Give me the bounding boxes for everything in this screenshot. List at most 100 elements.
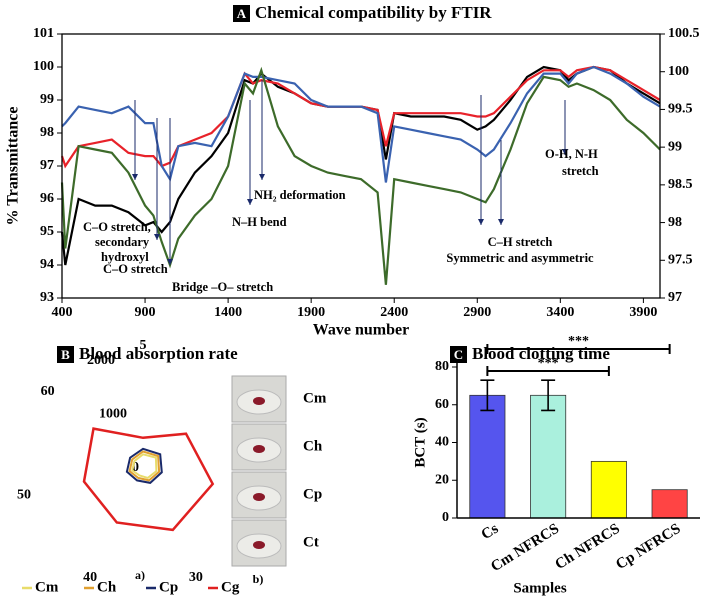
x-tick-label: 2400 xyxy=(380,305,408,320)
annotation: NH₂ deformation xyxy=(254,188,346,202)
x-tick-label: 900 xyxy=(135,305,156,320)
badge-label: B xyxy=(61,347,70,362)
y-axis-label: BCT (s) xyxy=(412,417,428,467)
arrow-head xyxy=(478,219,484,225)
y-tick-label: 97 xyxy=(40,158,54,173)
legend-label: Cm xyxy=(35,579,59,595)
annotation: C–O stretch, xyxy=(83,220,151,234)
y2-tick-label: 98 xyxy=(668,215,682,230)
error-bar xyxy=(541,379,556,412)
photo-blood xyxy=(253,493,265,501)
angle-label: 50 xyxy=(17,487,31,502)
annotation: Symmetric and asymmetric xyxy=(446,251,594,265)
y-tick-label: 101 xyxy=(33,26,54,41)
x-tick-label: 1900 xyxy=(297,305,325,320)
y2-tick-label: 98.5 xyxy=(668,177,693,192)
radar-polygon xyxy=(125,447,163,484)
x-tick-label: 400 xyxy=(52,305,73,320)
y-tick-label: 100 xyxy=(33,59,54,74)
r-tick-label: 2000 xyxy=(87,353,115,368)
error-bar xyxy=(480,379,495,412)
photo-label: Cp xyxy=(303,486,322,502)
r-tick-label: 0 xyxy=(132,460,139,475)
badge xyxy=(450,346,467,363)
arrow-head xyxy=(562,149,568,155)
y-tick-label: 80 xyxy=(435,359,449,374)
plot-frame xyxy=(61,33,661,299)
angle-label: 40 xyxy=(83,570,97,585)
y-tick-label: 0 xyxy=(442,510,449,525)
annotation: stretch xyxy=(562,164,599,178)
y2-tick-label: 99 xyxy=(668,139,682,154)
bar xyxy=(469,394,506,519)
bar xyxy=(590,460,627,519)
y-tick-label: 96 xyxy=(40,191,54,206)
y-tick-label: 95 xyxy=(40,224,54,239)
annotation: N–H bend xyxy=(232,215,287,229)
radar-polygon xyxy=(128,450,161,482)
significance-label: *** xyxy=(538,356,559,371)
x-axis-label: Wave number xyxy=(313,322,409,339)
annotation: C–H stretch xyxy=(488,235,553,249)
radar-polygon xyxy=(82,427,215,532)
y2-tick-label: 100 xyxy=(668,64,689,79)
y-tick-label: 20 xyxy=(435,472,449,487)
y-tick-label: 40 xyxy=(435,435,449,450)
y-tick-label: 94 xyxy=(40,257,54,272)
y2-tick-label: 97.5 xyxy=(668,253,693,268)
badge-label: A xyxy=(237,6,247,21)
y2-tick-label: 99.5 xyxy=(668,102,693,117)
bar xyxy=(651,489,688,519)
badge xyxy=(57,346,74,363)
arrow-head xyxy=(498,219,504,225)
angle-label: 5 xyxy=(140,338,147,353)
arrow-head xyxy=(247,199,253,205)
arrow-head xyxy=(132,174,138,180)
significance-label: *** xyxy=(568,334,589,349)
bar xyxy=(530,394,567,519)
x-tick-label: 3400 xyxy=(546,305,574,320)
badge-label: C xyxy=(454,347,463,362)
caption: a) xyxy=(135,568,145,582)
x-tick-label: 2900 xyxy=(463,305,491,320)
y-tick-label: 98 xyxy=(40,125,54,140)
caption: b) xyxy=(253,572,264,586)
photo-blood xyxy=(253,397,265,405)
legend-label: Cp xyxy=(159,579,178,595)
x-tick-label: 1400 xyxy=(214,305,242,320)
legend-label: Cg xyxy=(221,579,240,595)
x-tick-label: Ch NFRCS xyxy=(552,521,622,573)
r-tick-label: 1000 xyxy=(99,407,127,422)
legend-label: Ch xyxy=(97,579,117,595)
chart-title: Blood absorption rate xyxy=(79,344,238,363)
significance-bracket xyxy=(486,366,610,376)
photo-blood xyxy=(253,541,265,549)
x-tick-label: Cs xyxy=(479,521,502,543)
x-axis-label: Samples xyxy=(513,580,567,596)
annotation: hydroxyl xyxy=(101,250,149,264)
x-tick-label: Cp NFRCS xyxy=(613,521,683,573)
radar-polygon xyxy=(131,453,158,480)
spectrum-line xyxy=(61,65,661,183)
chart-title: Chemical compatibility by FTIR xyxy=(255,3,492,22)
photo-label: Ch xyxy=(303,438,323,454)
angle-label: 60 xyxy=(41,384,55,399)
arrow-head xyxy=(167,259,173,265)
spectrum-line xyxy=(60,66,661,285)
y-tick-label: 99 xyxy=(40,92,54,107)
photo-label: Cm xyxy=(303,390,327,406)
annotation: C–O stretch xyxy=(103,262,168,276)
photo-label: Ct xyxy=(303,534,319,550)
x-tick-label: 3900 xyxy=(629,305,657,320)
y-tick-label: 60 xyxy=(435,397,449,412)
y2-tick-label: 100.5 xyxy=(668,26,700,41)
arrow-head xyxy=(259,174,265,180)
y-tick-label: 93 xyxy=(40,290,54,305)
annotation: Bridge –O– stretch xyxy=(172,280,273,294)
y-axis-label: % Transmittance xyxy=(5,107,22,226)
annotation: O-H, N-H xyxy=(545,147,598,161)
x-tick-label: Cm NFRCS xyxy=(488,521,562,575)
photo-blood xyxy=(253,445,265,453)
angle-label: 30 xyxy=(189,570,203,585)
arrow-head xyxy=(154,234,160,240)
